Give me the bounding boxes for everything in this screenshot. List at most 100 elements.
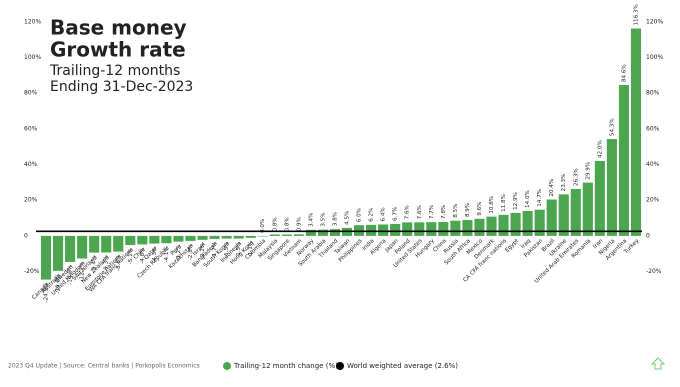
bar (257, 235, 268, 237)
bar (185, 235, 196, 241)
value-label: -8.8% (116, 255, 122, 271)
value-label: -12.7% (80, 262, 86, 282)
value-label: -14.6% (68, 265, 74, 285)
y-tick-label: 0 (24, 232, 28, 239)
bar (161, 235, 172, 244)
bar (390, 223, 401, 236)
value-label: 4.5% (345, 211, 351, 225)
logo (650, 357, 666, 370)
y2-tick-label: 60% (646, 125, 660, 132)
y2-tick-label: 20% (646, 197, 660, 204)
chart-subtitle: Trailing-12 months (49, 63, 180, 79)
y2-tick-label: -20% (646, 268, 662, 275)
bar (40, 235, 52, 280)
y-tick-label: 20% (24, 197, 38, 204)
y-tick-label: 40% (24, 161, 38, 168)
value-label: 7.6% (417, 205, 423, 219)
value-label: -19.6% (56, 274, 62, 294)
value-label: 8.9% (465, 203, 471, 217)
value-label: 29.9% (585, 162, 591, 180)
bar (53, 235, 64, 271)
legend-label: World weighted average (2.6%) (347, 362, 458, 370)
value-label: 0.9% (296, 217, 302, 231)
value-label: 23.3% (561, 174, 567, 192)
legend-swatch (336, 362, 344, 370)
chart-title: Growth rate (50, 38, 186, 62)
y-tick-label: -20% (24, 268, 40, 275)
value-label: -2.2% (200, 243, 206, 259)
bar (113, 235, 124, 252)
value-label: 6.7% (393, 207, 399, 221)
y2-tick-label: 40% (646, 161, 660, 168)
y2-tick-label: 0 (646, 232, 650, 239)
y2-tick-label: 120% (646, 18, 663, 25)
value-label: 9.6% (477, 202, 483, 216)
bar (305, 229, 316, 236)
bar (366, 224, 377, 236)
legend-label: Trailing-12 month change (%) (233, 362, 338, 370)
bar (558, 194, 569, 236)
value-label: 7.8% (441, 205, 447, 219)
y-tick-label: 120% (24, 18, 41, 25)
value-label: 6.4% (381, 207, 387, 221)
value-label: -4.3% (152, 247, 158, 263)
value-label: -9.4% (92, 256, 98, 272)
value-label: -9.3% (104, 255, 110, 271)
bar (438, 221, 449, 236)
value-label: 3.4% (308, 213, 314, 227)
value-label: 14.7% (537, 189, 543, 207)
bar (209, 235, 220, 239)
value-label: 7.6% (405, 205, 411, 219)
value-label: -1.7% (212, 242, 218, 258)
y-tick-label: 100% (24, 54, 41, 61)
value-label: 6.0% (357, 208, 363, 222)
chart-title: Base money (50, 16, 187, 40)
value-label: -2.8% (188, 244, 194, 260)
bar (197, 235, 208, 240)
bar (450, 220, 461, 236)
value-label: 10.8% (489, 196, 495, 214)
value-label: 3.5% (320, 212, 326, 226)
value-label: -5.1% (128, 248, 134, 264)
value-label: 26.3% (573, 168, 579, 186)
value-label: 0.0% (260, 219, 266, 233)
bar (498, 214, 509, 236)
bar (125, 235, 136, 245)
bar (402, 222, 413, 236)
legend-swatch (223, 362, 231, 370)
bar (101, 235, 112, 253)
bar (546, 199, 557, 236)
value-label: 7.7% (429, 205, 435, 219)
value-label: -4.8% (140, 247, 146, 263)
bar (378, 224, 389, 236)
value-label: 12.9% (513, 192, 519, 210)
bar (570, 189, 581, 236)
bar (486, 216, 497, 236)
value-label: -24.5% (44, 283, 50, 303)
value-label: -1.5% (224, 242, 230, 258)
bar (618, 85, 629, 236)
bar (414, 222, 425, 236)
value-label: 6.2% (369, 208, 375, 222)
bar (522, 210, 533, 236)
bar (510, 212, 521, 236)
bar (269, 234, 280, 236)
bar (582, 182, 593, 236)
value-label: -1.1% (248, 241, 254, 257)
bar (245, 235, 256, 238)
bar (137, 235, 148, 245)
bar (329, 229, 341, 236)
bar (594, 161, 605, 236)
value-label: 54.3% (609, 118, 615, 136)
value-label: 84.6% (621, 64, 627, 82)
bar (233, 235, 244, 239)
bar (65, 235, 76, 262)
value-label: 8.5% (453, 204, 459, 218)
bar (426, 222, 437, 236)
bar (281, 234, 292, 236)
value-label: -1.5% (236, 242, 242, 258)
bar (77, 235, 88, 259)
chart-subtitle: Ending 31-Dec-2023 (50, 79, 193, 95)
bar (89, 235, 100, 253)
